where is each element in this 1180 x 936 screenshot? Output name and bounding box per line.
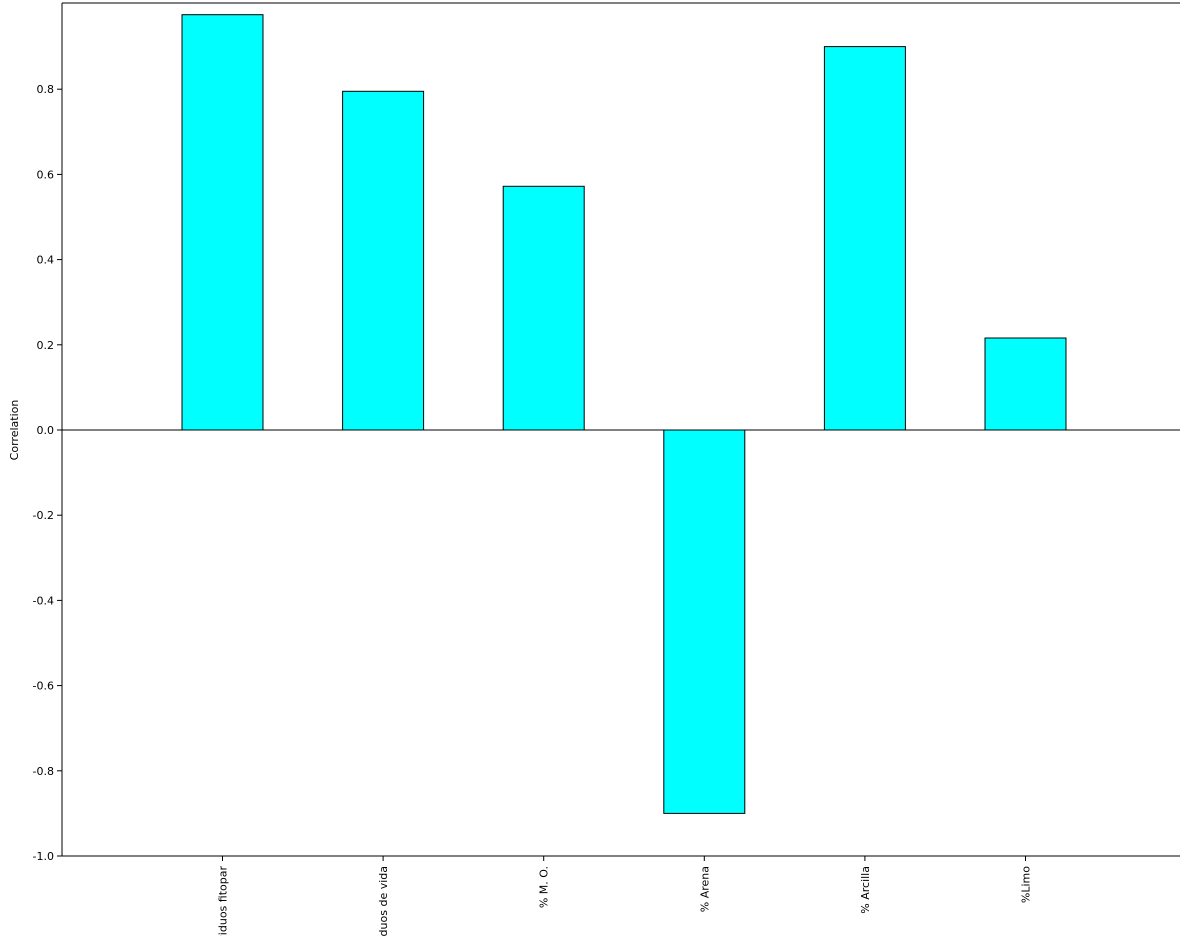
x-category-label: viduos de vida xyxy=(377,866,390,936)
x-category-label: % M. O. xyxy=(538,866,551,908)
y-tick-label: -0.6 xyxy=(33,680,54,693)
y-axis-ticks: -1.0 -0.8 -0.6 -0.4 -0.2 0.0 0.2 0.4 0.6 0.8 xyxy=(33,83,62,863)
x-category-label: %Limo xyxy=(1020,866,1033,903)
y-tick-label: 0.0 xyxy=(37,424,55,437)
bar-2 xyxy=(502,185,585,431)
bar-0 xyxy=(181,14,264,431)
bar-5 xyxy=(984,337,1067,431)
y-tick-label: -1.0 xyxy=(33,850,54,863)
y-tick-label: 0.2 xyxy=(37,339,55,352)
bar-3 xyxy=(663,429,746,814)
x-axis-category-labels: viduos fitopar viduos de vida % M. O. % Are… xyxy=(217,856,1033,936)
y-tick-label: 0.8 xyxy=(37,83,55,96)
y-axis-title: Correlation xyxy=(8,400,21,461)
y-tick-label: 0.4 xyxy=(37,254,55,267)
bar-4 xyxy=(823,46,906,431)
y-tick-label: -0.4 xyxy=(33,594,54,607)
x-category-label: % Arcilla xyxy=(859,866,872,914)
y-tick-label: -0.8 xyxy=(33,765,54,778)
bar-1 xyxy=(342,90,425,431)
y-tick-label: -0.2 xyxy=(33,509,54,522)
x-category-label: viduos fitopar xyxy=(217,866,230,936)
bars-group xyxy=(181,14,1067,814)
y-tick-label: 0.6 xyxy=(37,168,55,181)
x-category-label: % Arena xyxy=(698,866,711,912)
